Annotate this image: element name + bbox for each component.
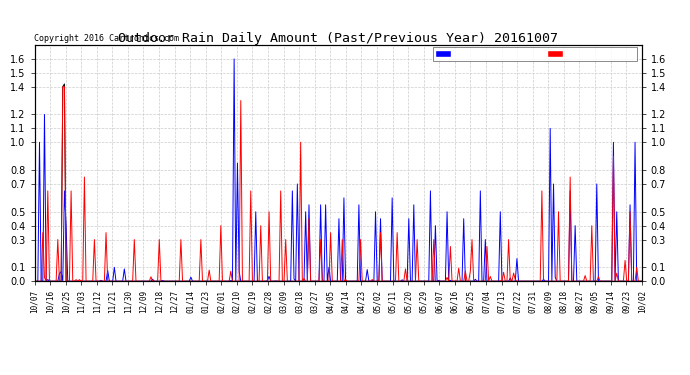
Title: Outdoor Rain Daily Amount (Past/Previous Year) 20161007: Outdoor Rain Daily Amount (Past/Previous… bbox=[118, 32, 558, 45]
Legend: Previous (Inches), Past (Inches): Previous (Inches), Past (Inches) bbox=[433, 47, 637, 61]
Text: Copyright 2016 Cartronics.com: Copyright 2016 Cartronics.com bbox=[34, 34, 179, 43]
